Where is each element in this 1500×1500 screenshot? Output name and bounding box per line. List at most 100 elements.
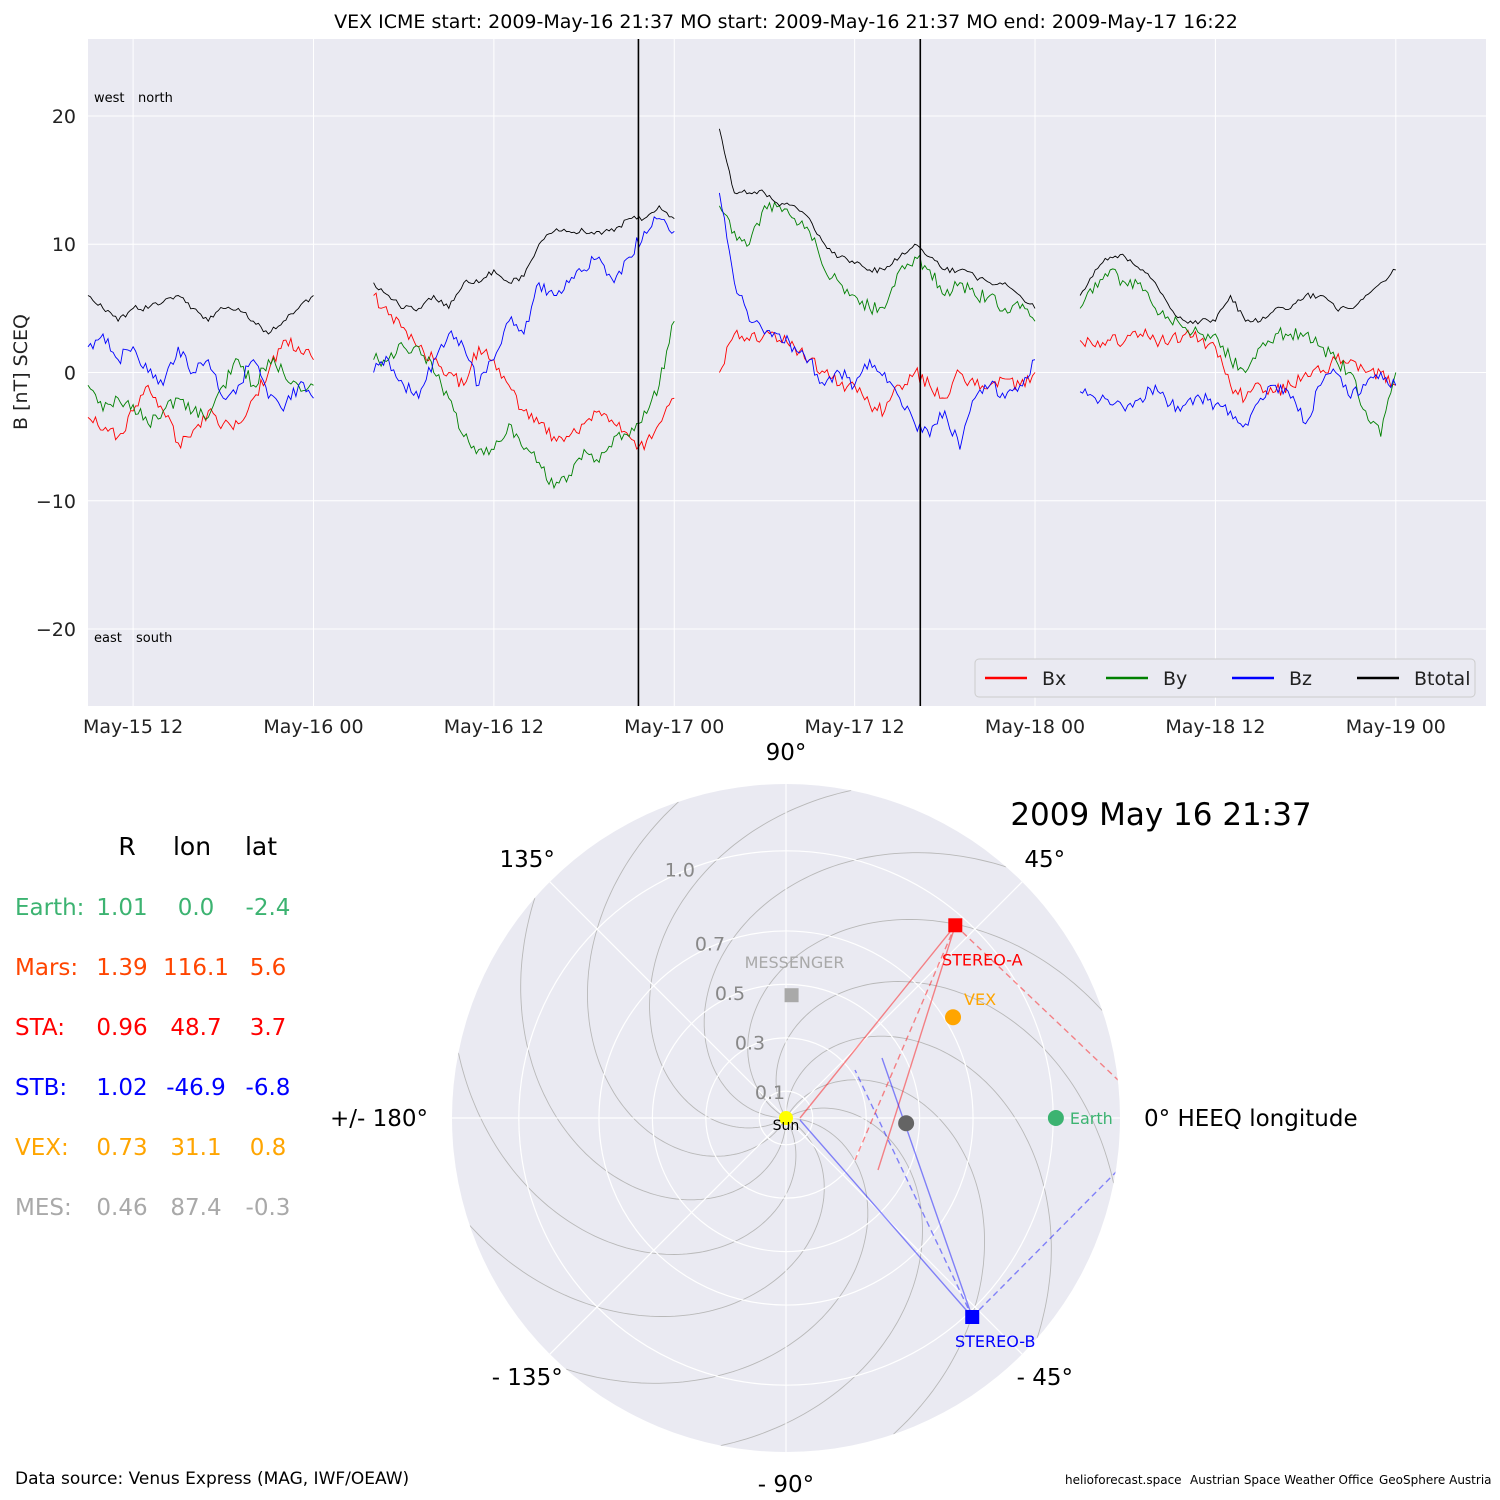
table-cell-lat: 0.8	[250, 1135, 287, 1161]
polar-angle-labels: 0° HEEQ longitude 45° 90° 135° +/- 180° - 135…	[330, 740, 1358, 1498]
parker-spiral	[565, 1117, 869, 1384]
table-cell-label: VEX:	[15, 1135, 69, 1161]
vex-label: VEX	[964, 990, 996, 1009]
polar-angle-label: 0° HEEQ longitude	[1144, 1106, 1358, 1132]
parker-spiral	[457, 1052, 797, 1255]
parker-spiral	[587, 801, 787, 1157]
series-by-line	[87, 356, 314, 429]
table-cell-lat: 5.6	[250, 955, 287, 981]
polar-date-title: 2009 May 16 21:37	[1010, 797, 1311, 833]
table-cell-lat: -6.8	[246, 1075, 291, 1101]
xtick-label: May-16 00	[263, 716, 363, 738]
series-bx-line	[719, 329, 1036, 418]
annotation-north: north	[138, 91, 173, 106]
polar-rtick-label: 0.1	[755, 1082, 785, 1104]
annotation-west: west	[94, 91, 125, 106]
stb-fov-line	[799, 1119, 973, 1318]
xtick-label: May-15 12	[83, 716, 183, 738]
series-btotal-line	[87, 295, 314, 335]
parker-spiral	[703, 852, 1007, 1119]
xtick-label: May-17 00	[624, 716, 724, 738]
series-bz-line	[87, 332, 314, 412]
timeseries-grid	[88, 39, 1486, 706]
credit-aswo: Austrian Space Weather Office	[1190, 1473, 1374, 1487]
timeseries-yticks: 20 10 0 −10 −20	[36, 106, 76, 641]
data-source-note: Data source: Venus Express (MAG, IWF/OEA…	[15, 1469, 409, 1489]
table-header: lon	[173, 832, 211, 861]
stb-fov-line	[881, 1057, 973, 1318]
series-bz-line	[1079, 368, 1397, 428]
credit-geosphere: GeoSphere Austria	[1379, 1473, 1492, 1487]
table-cell-lat: 3.7	[250, 1015, 287, 1041]
parker-spiral	[775, 981, 1115, 1184]
polar-grid-ray	[549, 881, 787, 1119]
table-cell-R: 1.01	[96, 895, 147, 921]
sun-label: Sun	[773, 1118, 800, 1134]
table-cell-label: MES:	[15, 1195, 72, 1221]
earth-label: Earth	[1070, 1109, 1113, 1128]
table-cell-label: Earth:	[15, 895, 84, 921]
xtick-label: May-19 00	[1346, 716, 1446, 738]
polar-angle-label: 90°	[766, 740, 807, 766]
xtick-label: May-18 12	[1165, 716, 1265, 738]
planet-positions: Sun Earth STEREO-A STEREO-B VEX MESSENGER	[745, 918, 1113, 1351]
legend-label-bz: Bz	[1289, 668, 1312, 690]
polar-angle-label: - 90°	[758, 1472, 814, 1498]
legend-label-by: By	[1163, 668, 1187, 690]
table-cell-lon: 0.0	[178, 895, 215, 921]
table-cell-lon: 48.7	[170, 1015, 221, 1041]
table-cell-R: 1.02	[96, 1075, 147, 1101]
sta-fov-dashed-line	[954, 924, 1119, 1081]
table-cell-R: 1.39	[96, 955, 147, 981]
table-cell-lon: 116.1	[163, 955, 229, 981]
stb-fov-dashed-line	[854, 1069, 973, 1318]
ytick-label: −20	[36, 619, 76, 641]
figure-title: VEX ICME start: 2009-May-16 21:37 MO sta…	[334, 11, 1238, 33]
series-btotal-line	[1079, 253, 1396, 325]
stereo-b-label: STEREO-B	[955, 1332, 1035, 1351]
series-btotal-line	[718, 128, 1036, 309]
polar-angle-label: +/- 180°	[330, 1106, 428, 1132]
sun-marker	[779, 1111, 793, 1125]
stereo-a-label: STEREO-A	[942, 950, 1023, 969]
xtick-label: May-17 12	[805, 716, 905, 738]
timeseries-boundaries	[637, 39, 922, 706]
fields-of-view	[799, 924, 1119, 1318]
parker-spiral	[785, 1035, 1052, 1339]
timeseries-ylabel: B [nT] SCEQ	[10, 314, 32, 430]
polar-rtick-label: 0.7	[695, 934, 725, 956]
ytick-label: 10	[52, 234, 76, 256]
stereo-b-marker	[965, 1310, 980, 1325]
polar-angle-label: - 45°	[1017, 1365, 1073, 1391]
table-cell-lat: -0.3	[246, 1195, 291, 1221]
polar-rtick-label: 0.3	[735, 1033, 765, 1055]
table-cell-label: Mars:	[15, 955, 78, 981]
series-bx-line	[87, 336, 314, 450]
polar-grid-ray	[785, 881, 1023, 1119]
earth-marker	[1047, 1110, 1064, 1126]
parker-spiral	[747, 919, 1103, 1119]
timeseries-legend: Bx By Bz Btotal	[974, 658, 1476, 698]
polar-angle-label: 135°	[499, 847, 554, 873]
polar-angle-label: - 135°	[492, 1365, 563, 1391]
series-by-line	[1079, 268, 1397, 437]
polar-grid-ray	[549, 1117, 787, 1355]
parker-spiral	[520, 897, 787, 1201]
sta-fov-dashed-line	[854, 925, 956, 1161]
xtick-label: May-18 00	[985, 716, 1085, 738]
series-by-line	[373, 320, 675, 490]
series-bz-line	[373, 216, 675, 400]
polar-rtick-label: 0.5	[715, 983, 745, 1005]
polar-plot: 0.1 0.3 0.5 0.7 1.0 0° HEEQ longitude 45° 90° 1…	[330, 740, 1358, 1498]
legend-label-btotal: Btotal	[1414, 668, 1470, 690]
table-cell-lon: 87.4	[170, 1195, 221, 1221]
polar-rtick-label: 1.0	[665, 859, 695, 881]
table-header: R	[118, 832, 135, 861]
parker-spiral	[785, 1079, 985, 1435]
messenger-label: MESSENGER	[745, 953, 845, 972]
table-cell-R: 0.46	[96, 1195, 147, 1221]
series-btotal-line	[373, 204, 675, 312]
